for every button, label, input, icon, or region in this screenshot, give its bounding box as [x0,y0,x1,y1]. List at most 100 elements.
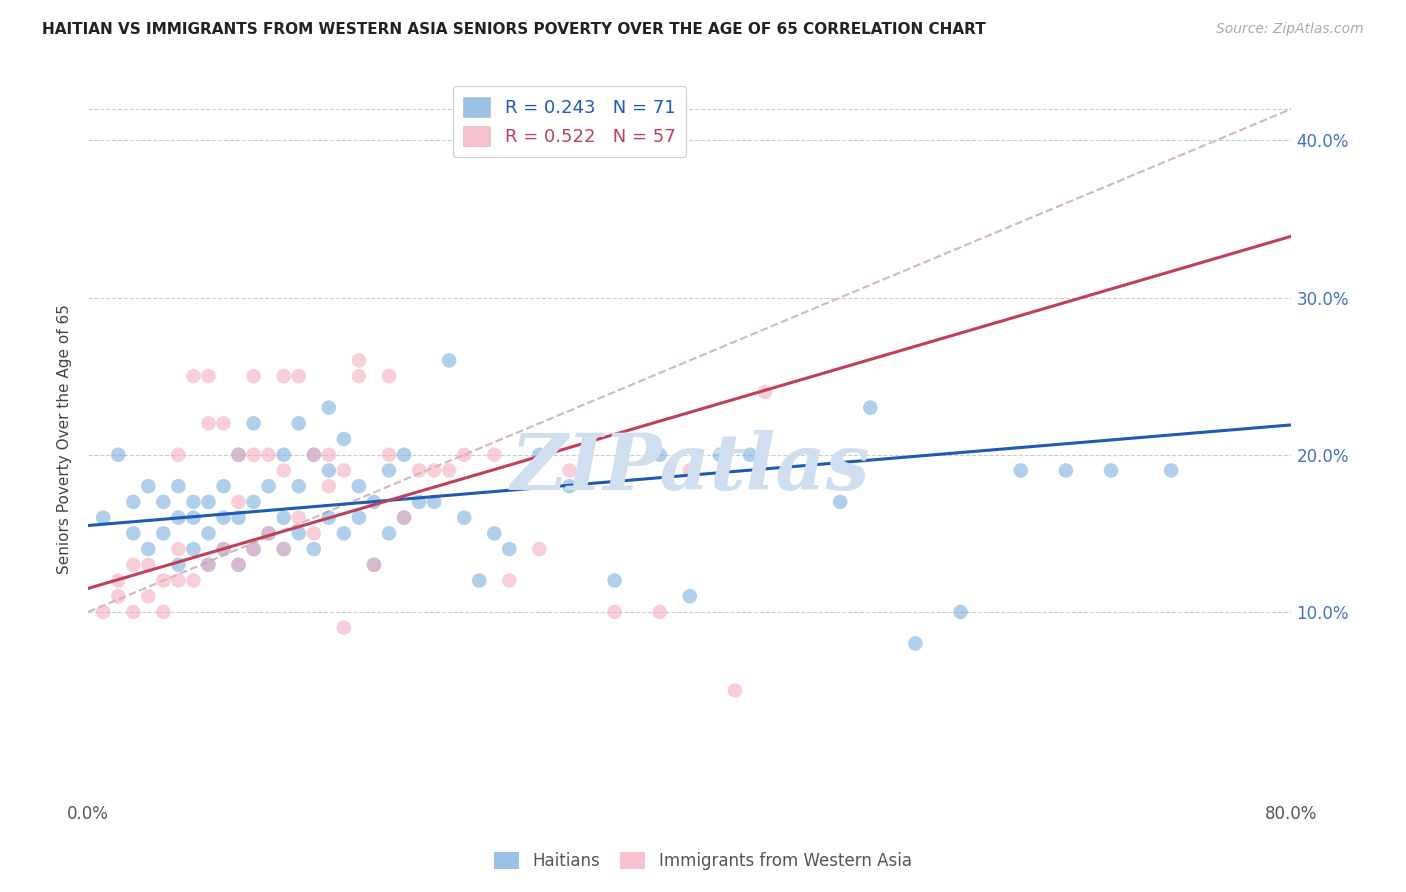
Point [724,683,747,698]
Point [408,495,430,509]
Point [167,479,190,493]
Point [212,479,235,493]
Point [287,417,309,431]
Point [167,542,190,557]
Point [679,589,702,603]
Point [197,369,219,384]
Point [107,448,129,462]
Point [228,510,250,524]
Point [709,448,731,462]
Legend: R = 0.243   N = 71, R = 0.522   N = 57: R = 0.243 N = 71, R = 0.522 N = 57 [453,87,686,157]
Point [122,605,145,619]
Point [408,463,430,477]
Point [378,526,401,541]
Point [333,621,356,635]
Point [242,542,264,557]
Point [136,542,159,557]
Point [333,526,356,541]
Point [302,448,325,462]
Point [287,479,309,493]
Point [228,448,250,462]
Point [287,510,309,524]
Point [242,417,264,431]
Point [949,605,972,619]
Point [738,448,761,462]
Point [423,463,446,477]
Point [107,589,129,603]
Point [136,479,159,493]
Point [242,448,264,462]
Point [347,369,370,384]
Point [273,369,295,384]
Point [333,463,356,477]
Point [167,510,190,524]
Point [273,542,295,557]
Point [318,448,340,462]
Point [228,495,250,509]
Point [603,574,626,588]
Point [859,401,882,415]
Point [333,432,356,446]
Point [197,417,219,431]
Point [318,479,340,493]
Point [152,605,174,619]
Point [257,448,280,462]
Point [91,510,114,524]
Point [287,369,309,384]
Point [347,510,370,524]
Point [363,495,385,509]
Point [152,574,174,588]
Point [318,463,340,477]
Point [183,495,205,509]
Point [1010,463,1032,477]
Point [392,448,415,462]
Point [212,542,235,557]
Point [484,526,506,541]
Point [257,479,280,493]
Point [136,558,159,572]
Point [754,384,776,399]
Point [136,589,159,603]
Point [302,448,325,462]
Point [679,463,702,477]
Point [152,526,174,541]
Point [318,401,340,415]
Point [197,526,219,541]
Point [122,495,145,509]
Point [228,558,250,572]
Point [197,495,219,509]
Point [347,353,370,368]
Point [257,526,280,541]
Point [392,510,415,524]
Point [273,510,295,524]
Point [558,479,581,493]
Point [1099,463,1122,477]
Point [529,542,551,557]
Point [273,448,295,462]
Legend: Haitians, Immigrants from Western Asia: Haitians, Immigrants from Western Asia [488,845,918,877]
Point [648,605,671,619]
Point [558,463,581,477]
Point [423,495,446,509]
Point [437,353,460,368]
Point [468,574,491,588]
Point [437,463,460,477]
Point [212,542,235,557]
Point [603,605,626,619]
Point [363,558,385,572]
Point [302,542,325,557]
Point [212,510,235,524]
Point [378,448,401,462]
Point [830,495,852,509]
Point [167,558,190,572]
Point [183,510,205,524]
Point [904,636,927,650]
Point [1054,463,1077,477]
Point [453,448,475,462]
Point [228,558,250,572]
Y-axis label: Seniors Poverty Over the Age of 65: Seniors Poverty Over the Age of 65 [58,304,72,574]
Point [107,574,129,588]
Point [273,542,295,557]
Point [363,558,385,572]
Point [347,479,370,493]
